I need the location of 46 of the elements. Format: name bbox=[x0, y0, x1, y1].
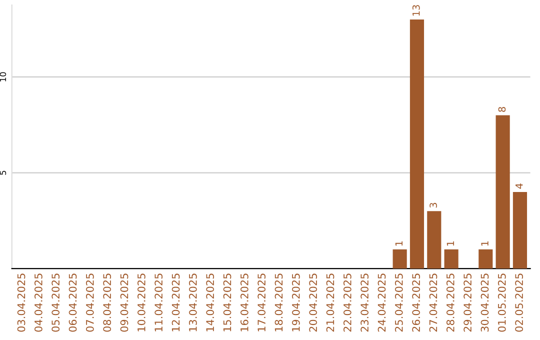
data-label: 3 bbox=[430, 202, 437, 208]
data-label: 8 bbox=[498, 106, 506, 112]
x-tick-label: 24.04.2025 bbox=[378, 274, 386, 332]
x-tick-label: 27.04.2025 bbox=[429, 274, 438, 332]
x-tick-label: 14.04.2025 bbox=[206, 274, 214, 332]
x-tick-label: 26.04.2025 bbox=[412, 274, 420, 332]
x-tick-label: 02.05.2025 bbox=[515, 274, 524, 332]
data-label: 4 bbox=[516, 184, 523, 189]
y-tick-label: 10 bbox=[0, 72, 6, 82]
x-tick-label: 18.04.2025 bbox=[274, 274, 283, 332]
x-tick-label: 17.04.2025 bbox=[258, 274, 266, 332]
bar bbox=[410, 19, 424, 269]
x-tick-label: 07.04.2025 bbox=[86, 274, 94, 332]
x-tick-label: 19.04.2025 bbox=[292, 274, 300, 332]
data-label: 1 bbox=[446, 241, 454, 246]
bar bbox=[427, 211, 442, 269]
bar bbox=[496, 115, 510, 269]
x-tick-label: 08.04.2025 bbox=[103, 274, 112, 332]
x-tick-label: 12.04.2025 bbox=[172, 274, 180, 332]
x-tick-label: 01.05.2025 bbox=[498, 274, 506, 332]
x-tick-label: 09.04.2025 bbox=[120, 274, 128, 332]
x-tick-label: 21.04.2025 bbox=[326, 274, 334, 332]
x-tick-label: 06.04.2025 bbox=[68, 274, 77, 332]
x-tick-label: 05.04.2025 bbox=[52, 274, 60, 332]
x-tick-label: 25.04.2025 bbox=[394, 274, 403, 332]
x-tick-label: 13.04.2025 bbox=[188, 274, 197, 332]
x-tick-label: 29.04.2025 bbox=[464, 274, 472, 332]
bar bbox=[444, 249, 458, 269]
y-tick-label: 5 bbox=[0, 170, 6, 175]
bar bbox=[478, 249, 493, 269]
x-tick-label: 20.04.2025 bbox=[309, 274, 318, 332]
x-tick-label: 11.04.2025 bbox=[154, 274, 163, 332]
x-tick-label: 23.04.2025 bbox=[360, 274, 369, 332]
bar bbox=[392, 249, 407, 269]
bar bbox=[512, 192, 528, 269]
data-label: 1 bbox=[395, 241, 403, 246]
x-tick-label: 30.04.2025 bbox=[480, 274, 489, 332]
x-tick-label: 28.04.2025 bbox=[446, 274, 454, 332]
x-tick-label: 03.04.2025 bbox=[17, 274, 26, 332]
x-tick-label: 22.04.2025 bbox=[343, 274, 352, 332]
x-tick-label: 10.04.2025 bbox=[137, 274, 146, 332]
x-tick-label: 16.04.2025 bbox=[240, 274, 248, 332]
x-tick-label: 04.04.2025 bbox=[34, 274, 42, 332]
data-label: 1 bbox=[481, 241, 488, 246]
x-tick-label: 15.04.2025 bbox=[223, 274, 232, 332]
data-label: 13 bbox=[412, 5, 420, 16]
